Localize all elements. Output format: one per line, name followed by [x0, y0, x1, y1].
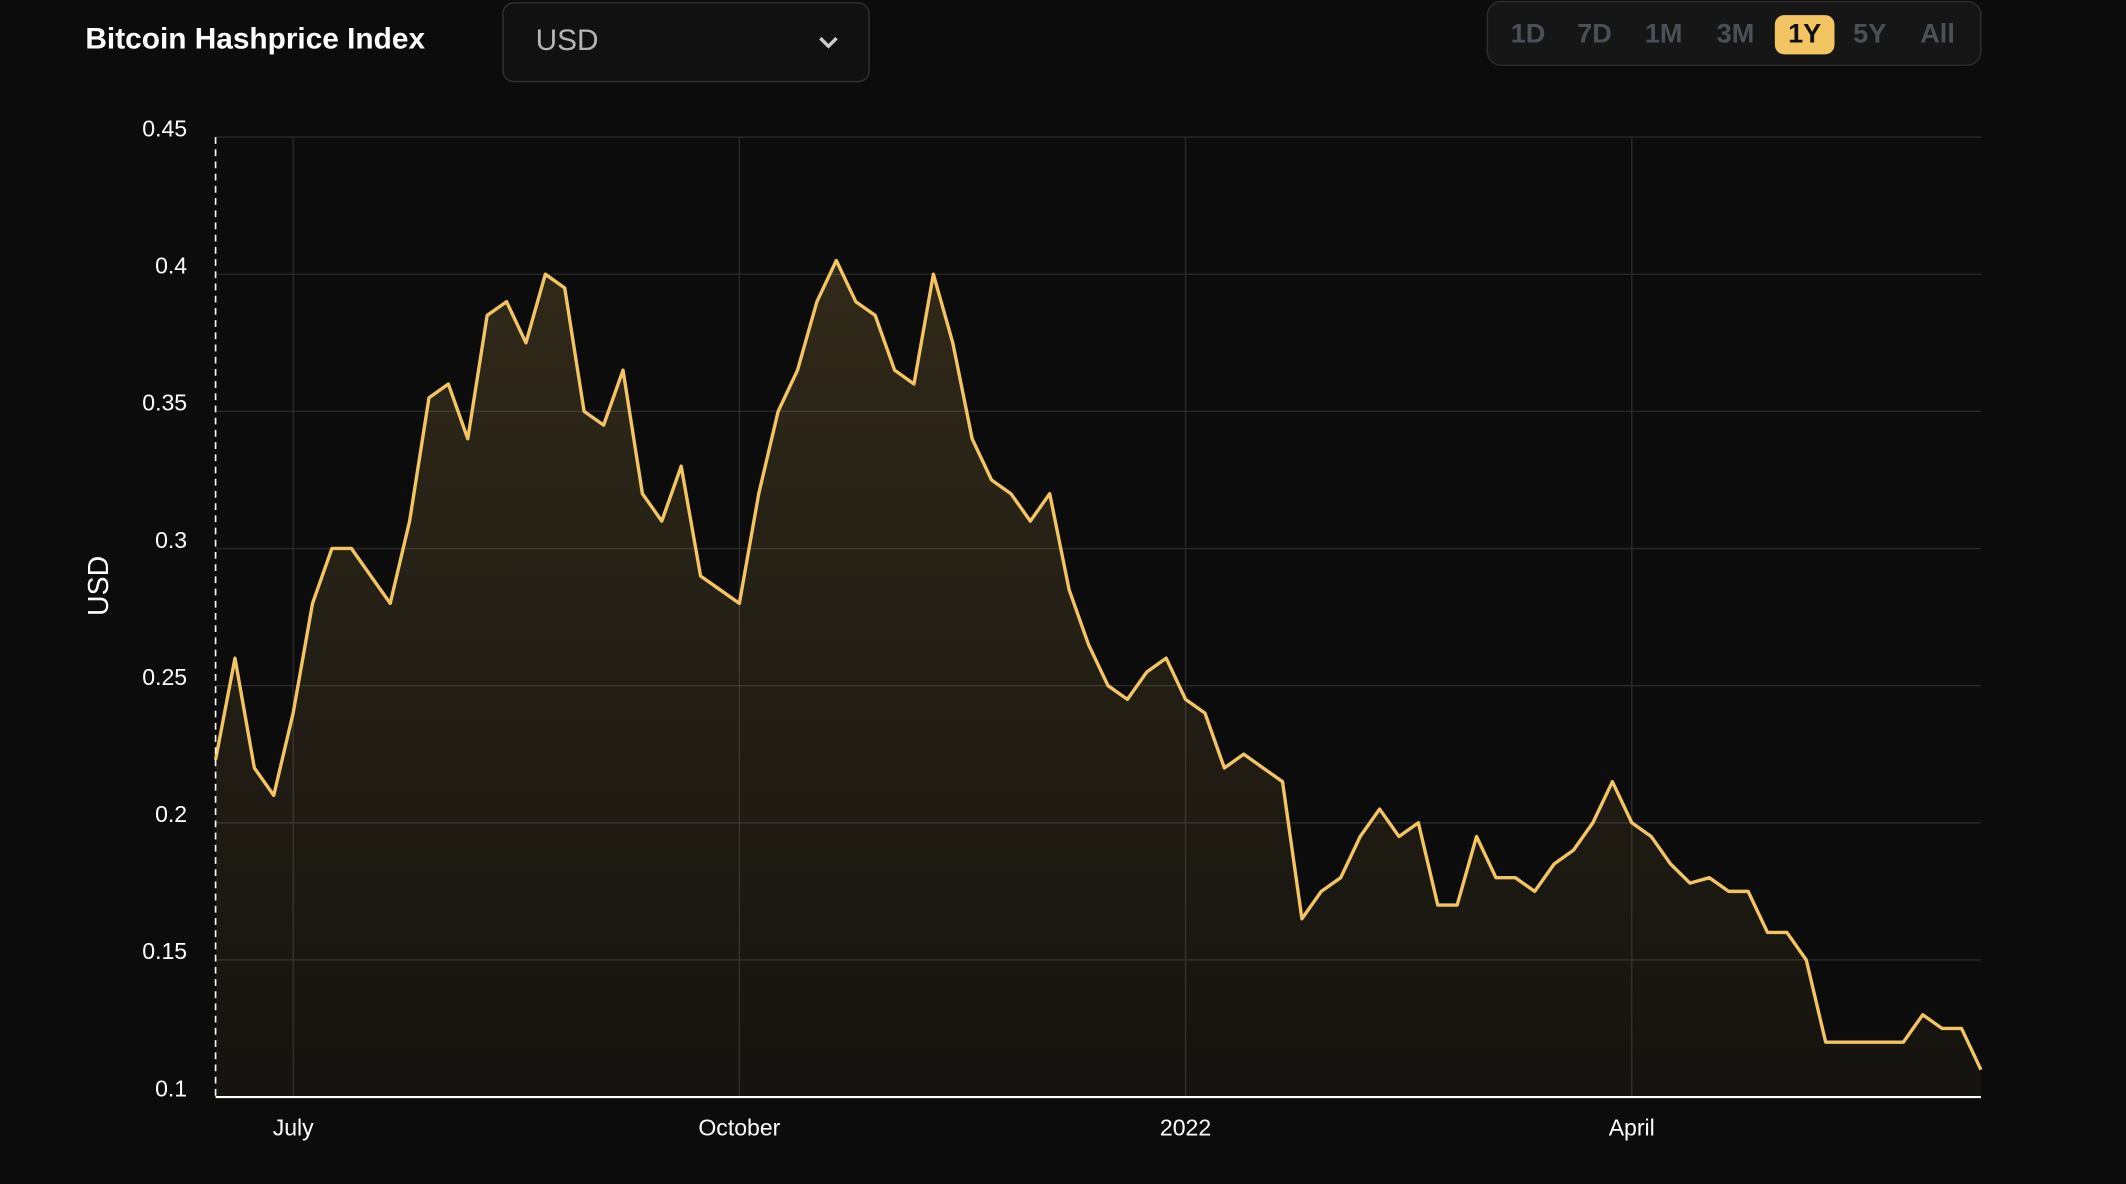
range-button[interactable]: 3M — [1717, 18, 1755, 49]
range-button[interactable]: 1M — [1645, 18, 1683, 49]
range-button[interactable]: 7D — [1577, 18, 1612, 49]
x-tick-label: April — [1609, 1115, 1655, 1141]
x-tick-label: July — [273, 1115, 314, 1141]
y-tick-label: 0.25 — [142, 664, 187, 690]
y-tick-label: 0.2 — [155, 801, 187, 827]
range-button[interactable]: 5Y — [1853, 18, 1886, 49]
range-button[interactable]: 1D — [1511, 18, 1546, 49]
y-axis-title: USD — [83, 556, 115, 616]
y-tick-label: 0.4 — [155, 253, 187, 279]
x-tick-label: 2022 — [1160, 1115, 1211, 1141]
dropdown-value[interactable]: USD — [536, 24, 599, 57]
dropdown-chevron[interactable] — [819, 36, 838, 49]
x-tick-label: October — [698, 1115, 780, 1141]
area — [215, 260, 1981, 1098]
y-tick-label: 0.45 — [142, 115, 187, 141]
range-button[interactable]: All — [1920, 18, 1955, 49]
y-tick-label: 0.1 — [155, 1075, 187, 1101]
range-selector — [1486, 0, 1982, 66]
line — [213, 258, 1983, 1071]
y-tick-label: 0.3 — [155, 527, 187, 553]
y-tick-label: 0.15 — [142, 938, 187, 964]
y-tick-label: 0.35 — [142, 390, 187, 416]
dropdown-box[interactable] — [502, 2, 870, 83]
currency-dropdown[interactable]: USD — [502, 2, 870, 83]
range-button[interactable]: 1Y — [1788, 18, 1821, 49]
chart-title: Bitcoin Hashprice Index — [85, 23, 425, 56]
range-button-active-bg[interactable] — [1774, 15, 1835, 55]
